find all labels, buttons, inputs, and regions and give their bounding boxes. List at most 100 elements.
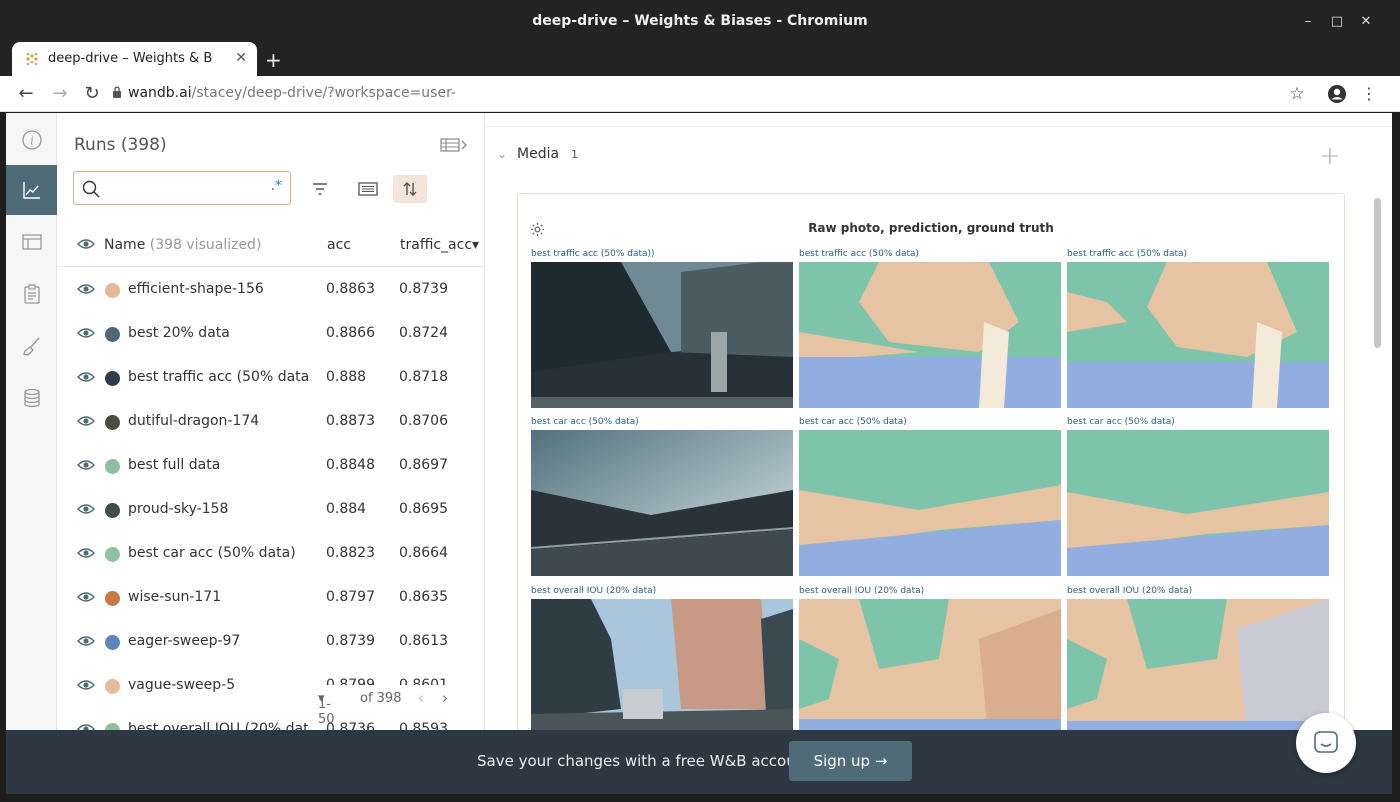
run-name[interactable]: vague-sweep-5 xyxy=(128,677,236,693)
bookmark-star-icon[interactable]: ☆ xyxy=(1289,84,1305,104)
browser-menu-icon[interactable]: ⋮ xyxy=(1361,84,1377,103)
tab-title: deep-drive – Weights & B xyxy=(48,51,213,66)
window-title: deep-drive – Weights & Biases - Chromium xyxy=(532,13,868,29)
run-name[interactable]: dutiful-dragon-174 xyxy=(128,413,260,429)
traffic-acc-column-header[interactable]: traffic_acc▾ xyxy=(400,237,480,253)
run-traffic-acc: 0.8739 xyxy=(399,281,448,297)
media-cell[interactable]: best overall IOU (20% data) xyxy=(1067,586,1329,730)
eye-icon[interactable] xyxy=(77,238,95,250)
rail-reports[interactable] xyxy=(6,269,57,319)
prev-page-icon[interactable]: ‹ xyxy=(418,689,424,707)
run-color-swatch[interactable] xyxy=(105,459,120,474)
run-name[interactable]: best traffic acc (50% data) xyxy=(128,369,308,385)
run-color-swatch[interactable] xyxy=(105,591,120,606)
media-cell[interactable]: best overall IOU (20% data) xyxy=(799,586,1061,730)
page-range-select[interactable]: 1-50 ▾ xyxy=(318,691,335,727)
section-title[interactable]: Media xyxy=(517,146,560,162)
name-column-header[interactable]: Name (398 visualized) xyxy=(104,237,261,253)
browser-tab[interactable]: deep-drive – Weights & B ✕ xyxy=(12,42,257,76)
eye-icon[interactable] xyxy=(77,283,95,295)
run-row[interactable]: proud-sky-158 0.884 0.8695 xyxy=(57,488,485,532)
eye-icon[interactable] xyxy=(77,415,95,427)
media-cell[interactable]: best overall IOU (20% data) xyxy=(531,586,793,730)
url-field[interactable]: wandb.ai/stacey/deep-drive/?workspace=us… xyxy=(128,85,456,101)
forward-icon[interactable]: → xyxy=(52,83,68,104)
run-traffic-acc: 0.8724 xyxy=(399,325,448,341)
run-color-swatch[interactable] xyxy=(105,723,120,730)
run-row[interactable]: best car acc (50% data) 0.8823 0.8664 xyxy=(57,532,485,576)
new-tab-icon[interactable]: + xyxy=(265,48,282,72)
rail-artifacts[interactable] xyxy=(6,373,57,423)
eye-icon[interactable] xyxy=(77,679,95,691)
run-color-swatch[interactable] xyxy=(105,283,120,298)
rail-info[interactable]: i xyxy=(6,115,57,165)
run-row[interactable]: eager-sweep-97 0.8739 0.8613 xyxy=(57,620,485,664)
run-row[interactable]: best 20% data 0.8866 0.8724 xyxy=(57,312,485,356)
run-name[interactable]: best overall IOU (20% data) xyxy=(128,721,308,730)
run-color-swatch[interactable] xyxy=(105,503,120,518)
reload-icon[interactable]: ↻ xyxy=(84,83,100,104)
gear-icon[interactable] xyxy=(530,222,545,237)
media-cell[interactable]: best car acc (50% data) xyxy=(1067,417,1329,576)
add-panel-icon[interactable]: + xyxy=(1319,141,1341,171)
media-cell[interactable]: best traffic acc (50% data) xyxy=(1067,249,1329,408)
run-name[interactable]: proud-sky-158 xyxy=(128,501,229,517)
eye-icon[interactable] xyxy=(77,547,95,559)
url-path: /stacey/deep-drive/?workspace=user- xyxy=(191,85,457,101)
eye-icon[interactable] xyxy=(77,503,95,515)
minimize-icon[interactable]: – xyxy=(1304,14,1312,29)
filter-button[interactable] xyxy=(303,175,337,203)
eye-icon[interactable] xyxy=(77,459,95,471)
run-color-swatch[interactable] xyxy=(105,327,120,342)
collapse-chevron-icon[interactable]: ⌄ xyxy=(497,147,508,161)
next-page-icon[interactable]: › xyxy=(442,689,448,707)
chat-launcher[interactable] xyxy=(1296,713,1356,773)
run-name[interactable]: best 20% data xyxy=(128,325,230,341)
sort-button[interactable] xyxy=(393,175,427,203)
run-row[interactable]: wise-sun-171 0.8797 0.8635 xyxy=(57,576,485,620)
media-cell[interactable]: best car acc (50% data) xyxy=(531,417,793,576)
regex-toggle[interactable]: .* xyxy=(270,178,282,194)
rail-table[interactable] xyxy=(6,217,57,267)
run-acc: 0.884 xyxy=(326,501,367,517)
group-button[interactable] xyxy=(351,175,385,203)
acc-column-header[interactable]: acc xyxy=(327,237,351,253)
run-name[interactable]: best full data xyxy=(128,457,221,473)
scrollbar-thumb[interactable] xyxy=(1374,198,1381,348)
maximize-icon[interactable]: □ xyxy=(1330,14,1344,29)
run-row[interactable]: efficient-shape-156 0.8863 0.8739 xyxy=(57,268,485,312)
run-row[interactable]: dutiful-dragon-174 0.8873 0.8706 xyxy=(57,400,485,444)
rail-charts[interactable] xyxy=(6,165,57,215)
close-window-icon[interactable]: ✕ xyxy=(1360,14,1372,29)
back-icon[interactable]: ← xyxy=(18,83,34,104)
eye-icon[interactable] xyxy=(77,591,95,603)
eye-icon[interactable] xyxy=(77,327,95,339)
run-color-swatch[interactable] xyxy=(105,635,120,650)
media-cell[interactable]: best car acc (50% data) xyxy=(799,417,1061,576)
window-titlebar: deep-drive – Weights & Biases - Chromium… xyxy=(0,0,1400,42)
ground-truth-mask xyxy=(1067,599,1329,730)
rail-sweeps[interactable] xyxy=(6,321,57,371)
run-name[interactable]: best car acc (50% data) xyxy=(128,545,296,561)
run-name[interactable]: eager-sweep-97 xyxy=(128,633,241,649)
run-color-swatch[interactable] xyxy=(105,547,120,562)
tab-close-icon[interactable]: ✕ xyxy=(235,50,247,66)
sign-up-button[interactable]: Sign up → xyxy=(789,741,912,781)
eye-icon[interactable] xyxy=(77,723,95,730)
run-row[interactable]: best overall IOU (20% data) 0.8736 0.8593 xyxy=(57,708,485,730)
run-row[interactable]: best traffic acc (50% data) 0.888 0.8718 xyxy=(57,356,485,400)
eye-icon[interactable] xyxy=(77,371,95,383)
eye-icon[interactable] xyxy=(77,635,95,647)
media-cell[interactable]: best traffic acc (50% data) xyxy=(799,249,1061,408)
run-row[interactable]: best full data 0.8848 0.8697 xyxy=(57,444,485,488)
expand-table-icon[interactable] xyxy=(440,137,468,153)
run-name[interactable]: wise-sun-171 xyxy=(128,589,222,605)
page-scrollbar[interactable] xyxy=(1372,128,1382,728)
run-color-swatch[interactable] xyxy=(105,415,120,430)
media-cell[interactable]: best traffic acc (50% data)) xyxy=(531,249,793,408)
run-name[interactable]: efficient-shape-156 xyxy=(128,281,264,297)
runs-search-input[interactable]: .* xyxy=(73,171,291,205)
run-color-swatch[interactable] xyxy=(105,679,120,694)
run-color-swatch[interactable] xyxy=(105,371,120,386)
account-icon[interactable] xyxy=(1327,84,1347,104)
